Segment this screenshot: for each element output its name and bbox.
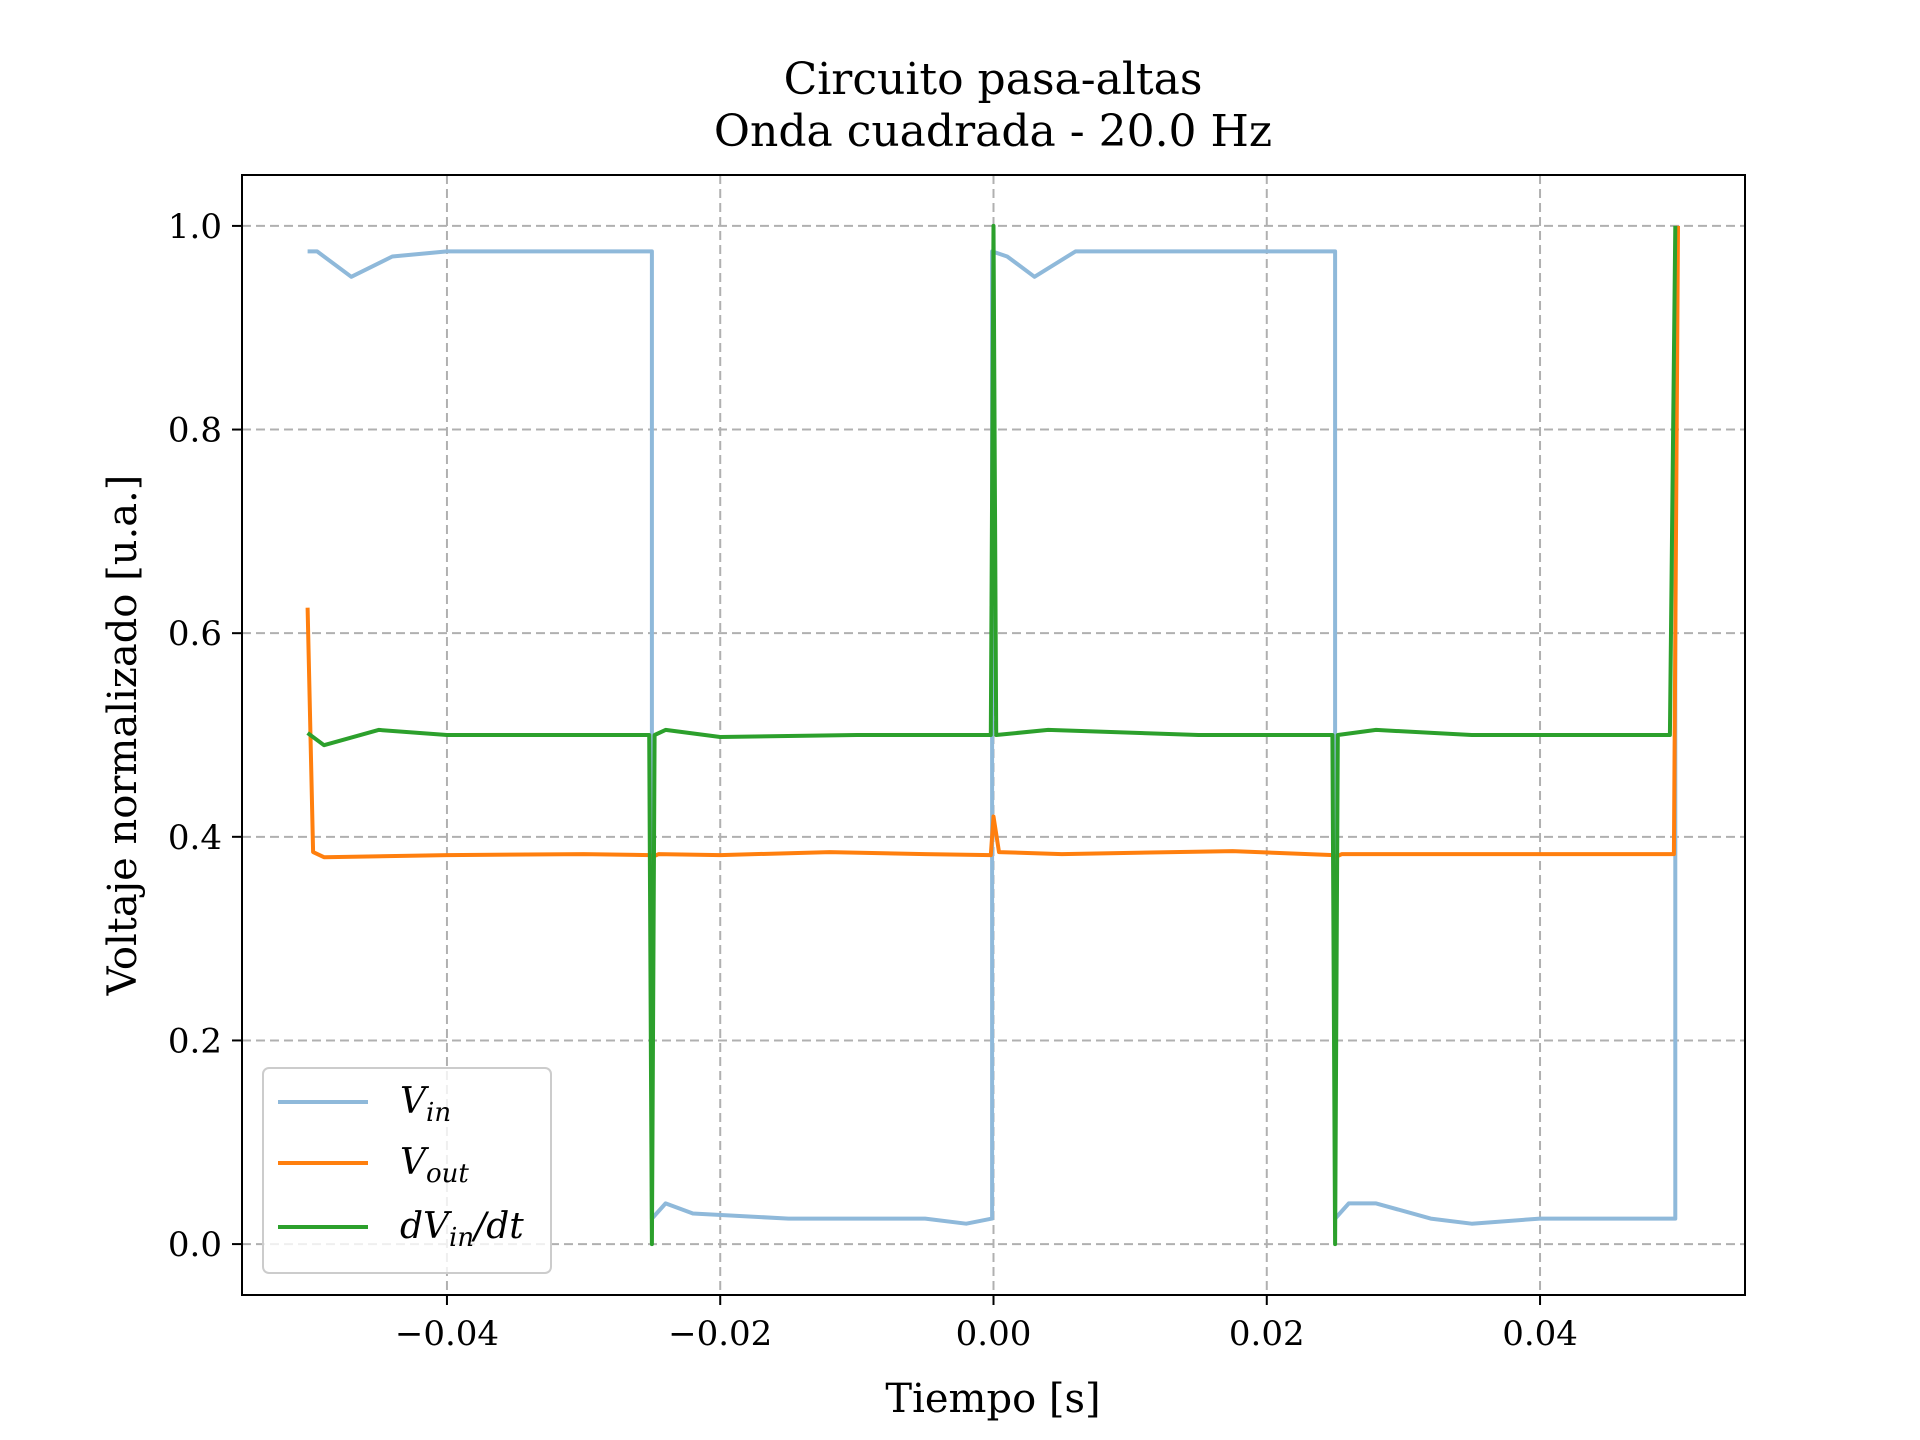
y-tick-label: 0.4 (168, 818, 222, 858)
legend-label-dvin-dt: dVin/dt (400, 1206, 524, 1253)
series-line-vout (305, 225, 1680, 860)
plot-frame (241, 174, 1746, 1296)
x-tick-label: 0.04 (1502, 1314, 1578, 1354)
y-tick-label: 1.0 (168, 207, 222, 247)
legend: Vin Vout dVin/dt (262, 1067, 552, 1274)
series-layer (305, 223, 1680, 1247)
y-tick-label: 0.0 (168, 1225, 222, 1265)
legend-label-vout: Vout (400, 1142, 469, 1189)
x-axis-label: Tiempo [s] (885, 1376, 1100, 1422)
chart-subtitle: Onda cuadrada - 20.0 Hz (714, 106, 1272, 157)
y-tick-label: 0.8 (168, 411, 222, 451)
y-tick-label: 0.2 (168, 1021, 222, 1061)
x-tick-label: 0.00 (956, 1314, 1032, 1354)
series-line-dvin-dt (306, 223, 1678, 1247)
x-tick-label: −0.02 (668, 1314, 772, 1354)
legend-frame (262, 1067, 552, 1274)
x-tick-label: 0.02 (1229, 1314, 1305, 1354)
series-line-vin (307, 249, 1680, 1226)
chart-title: Circuito pasa-altas (784, 54, 1203, 105)
y-axis-label: Voltaje normalizado [u.a.] (100, 475, 146, 997)
legend-label-vin: Vin (400, 1081, 451, 1128)
x-tick-label: −0.04 (395, 1314, 499, 1354)
ticks: −0.04 −0.02 0.00 0.02 0.04 0.0 0.2 0.4 0.6 0.8 1.0 (168, 207, 1578, 1354)
y-tick-label: 0.6 (168, 614, 222, 654)
